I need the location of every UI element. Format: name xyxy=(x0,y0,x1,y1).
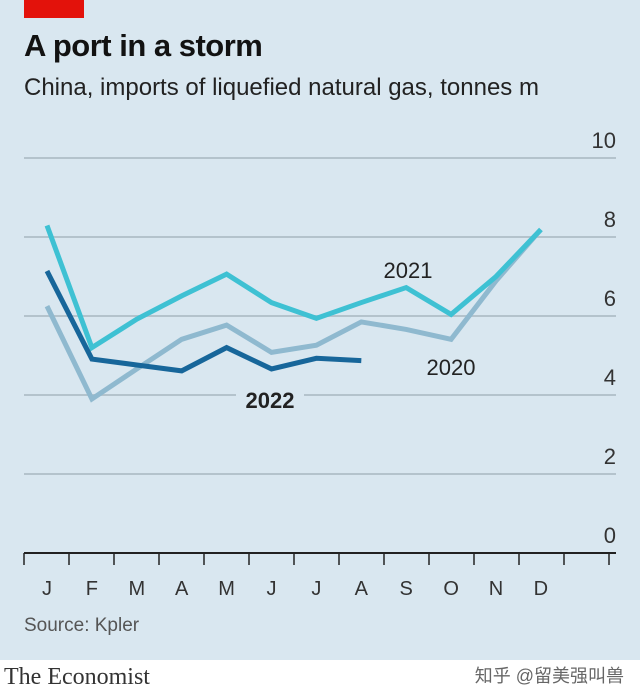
series-line-2021 xyxy=(44,224,543,352)
y-tick-label: 0 xyxy=(604,523,616,548)
watermark: 知乎 @留美强叫兽 xyxy=(474,666,624,686)
x-tick-label: J xyxy=(42,578,52,600)
x-tick-label: M xyxy=(128,578,145,600)
series-label-2022: 2022 xyxy=(246,388,295,413)
y-tick-label: 4 xyxy=(604,365,616,390)
x-tick-label: F xyxy=(86,578,98,600)
x-tick-label: N xyxy=(489,578,503,600)
series-label-2021: 2021 xyxy=(384,258,433,283)
brand-logo: The Economist xyxy=(4,664,150,690)
x-tick-label: A xyxy=(175,578,189,600)
label-bg xyxy=(236,386,304,416)
chart-panel: A port in a storm China, imports of liqu… xyxy=(0,0,640,660)
brand-red-tab xyxy=(24,0,84,18)
chart-title: A port in a storm xyxy=(24,28,263,63)
series-line-2020 xyxy=(44,227,543,403)
y-tick-label: 8 xyxy=(604,207,616,232)
line-chart: 0 2 4 6 8 10 J F M A M J J A S O N D 2020 2021 2022 xyxy=(23,128,616,600)
series-label-2020: 2020 xyxy=(427,355,476,380)
x-tick-label: M xyxy=(218,578,235,600)
x-tick-label: A xyxy=(355,578,369,600)
x-tick-label: S xyxy=(400,578,413,600)
x-tick-label: O xyxy=(443,578,459,600)
y-tick-label: 10 xyxy=(592,128,616,153)
x-tick-label: J xyxy=(267,578,277,600)
y-tick-label: 2 xyxy=(604,444,616,469)
x-tick-label: J xyxy=(311,578,321,600)
y-tick-label: 6 xyxy=(604,286,616,311)
source-note: Source: Kpler xyxy=(24,615,140,636)
series-line-2022 xyxy=(44,269,362,374)
chart-subtitle: China, imports of liquefied natural gas,… xyxy=(24,74,539,101)
x-tick-label: D xyxy=(534,578,548,600)
